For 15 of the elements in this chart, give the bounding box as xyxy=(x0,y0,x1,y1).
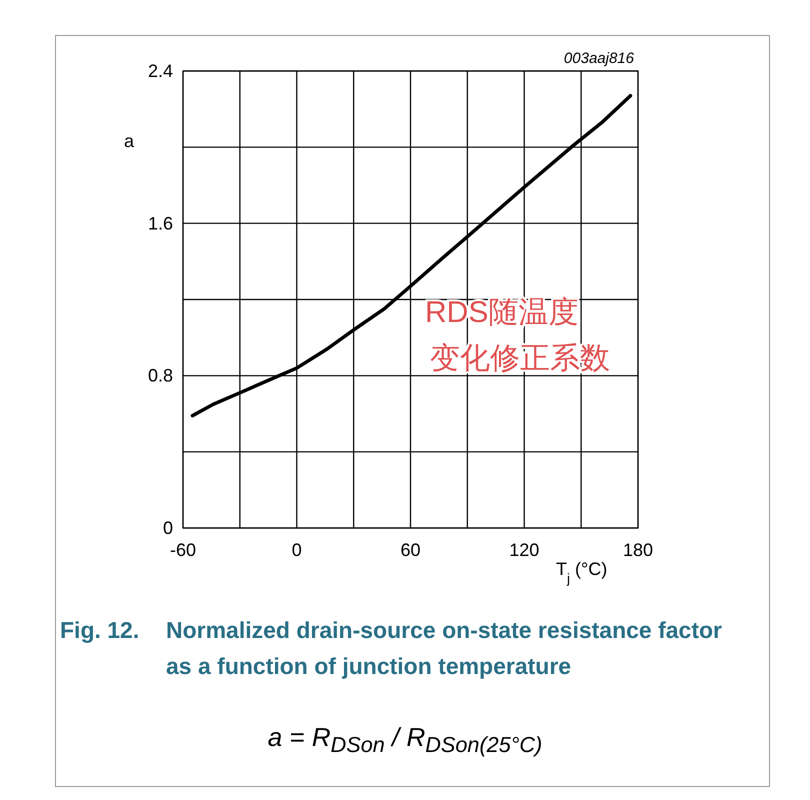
x-tick-label: 60 xyxy=(400,540,421,560)
text: 003aaj816 xyxy=(564,50,635,67)
text: Fig. 12. Normalized drain-source on-state resistance factor as a function of junction temperature xyxy=(60,616,723,681)
x-tick-label: -60 xyxy=(170,540,196,560)
y-axis-title: a xyxy=(124,131,135,151)
y-tick-label: 2.4 xyxy=(148,61,173,81)
x-tick-label: 0 xyxy=(292,540,302,560)
text: a = R$_{DSon}$ / R$_{DSon(25°C)}$ xyxy=(266,722,544,758)
x-tick-label: 180 xyxy=(622,540,654,560)
y-tick-label: 1.6 xyxy=(148,213,173,234)
line-series xyxy=(190,94,632,418)
y-tick-label: 0.8 xyxy=(148,366,173,386)
x-tick-label: 120 xyxy=(509,540,540,560)
y-tick-label: 0 xyxy=(162,518,173,538)
x-axis-title: T$_{j}$ (°C) xyxy=(556,559,608,586)
